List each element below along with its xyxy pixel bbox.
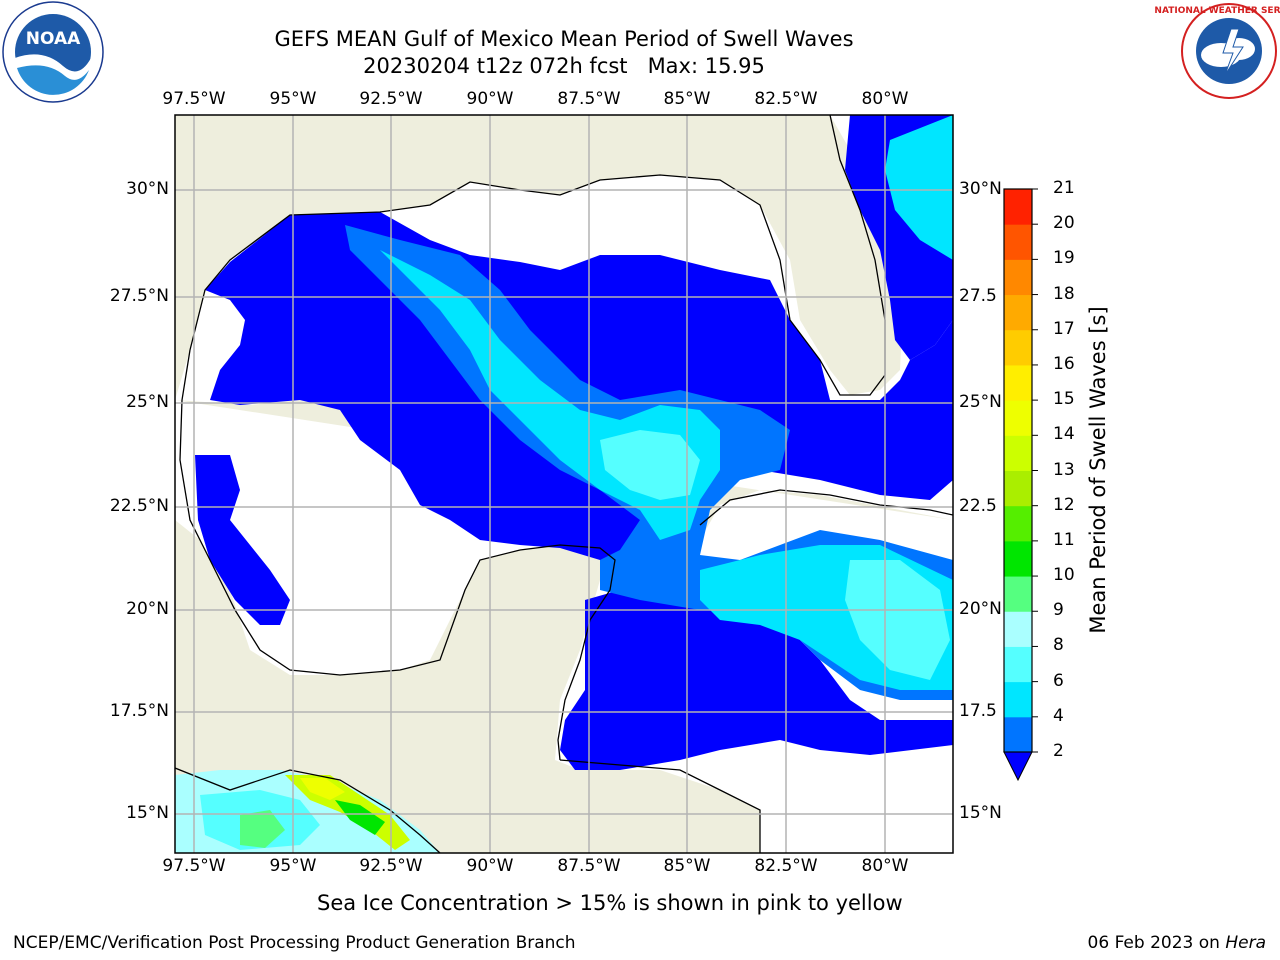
- sea-ice-note: Sea Ice Concentration > 15% is shown in …: [317, 891, 903, 915]
- swell-6-8s-atlantic: [885, 115, 953, 260]
- lon-tick-label: 82.5°W: [754, 89, 818, 109]
- lat-tick-label: 27.5: [959, 286, 997, 306]
- swell-8-9s: [600, 430, 700, 500]
- colorbar-tick-label: 15: [1053, 389, 1075, 410]
- lon-tick-label: 92.5°W: [359, 856, 423, 876]
- lat-tick-label: 17.5°N: [109, 701, 169, 721]
- lon-tick-label: 87.5°W: [557, 856, 621, 876]
- colorbar-tick-label: 21: [1053, 178, 1075, 198]
- lat-tick-label: 25°N: [959, 392, 1002, 412]
- pacific-swell-green-core: [335, 800, 385, 835]
- colorbar-tick-label: 16: [1053, 353, 1075, 374]
- swell-2-4s-south: [560, 590, 953, 770]
- credit-text: NCEP/EMC/Verification Post Processing Pr…: [13, 933, 576, 953]
- lon-tick-label: 95°W: [269, 89, 317, 109]
- pacific-swell-green: [240, 810, 285, 848]
- lon-tick-label: 85°W: [663, 856, 711, 876]
- colorbar-tick-label: 4: [1053, 705, 1064, 726]
- colorbar-label: Mean Period of Swell Waves [s]: [1086, 306, 1110, 634]
- lat-tick-label: 22.5: [959, 496, 997, 516]
- colorbar-tick-label: 14: [1053, 424, 1075, 445]
- lat-tick-label: 22.5°N: [109, 496, 169, 516]
- lat-tick-label: 15°N: [126, 803, 169, 823]
- lon-tick-label: 92.5°W: [359, 89, 423, 109]
- colorbar-tick-label: 17: [1053, 318, 1075, 339]
- lat-tick-label: 30°N: [959, 179, 1002, 199]
- coastline-gulf-north: [189, 115, 886, 396]
- colorbar-tick-label: 2: [1053, 741, 1064, 761]
- lon-tick-label: 97.5°W: [162, 856, 226, 876]
- colorbar-tick-label: 18: [1053, 283, 1075, 304]
- lat-tick-label: 20°N: [126, 599, 169, 619]
- title-line1: GEFS MEAN Gulf of Mexico Mean Period of …: [274, 27, 854, 51]
- lon-tick-label: 82.5°W: [754, 856, 818, 876]
- colorbar-tick-label: 6: [1053, 670, 1064, 691]
- lon-tick-label: 97.5°W: [162, 89, 226, 109]
- lat-tick-label: 30°N: [126, 179, 169, 199]
- lon-tick-label: 85°W: [663, 89, 711, 109]
- lon-tick-label: 90°W: [466, 89, 514, 109]
- lat-tick-label: 15°N: [959, 803, 1002, 823]
- colorbar-tick-label: 19: [1053, 248, 1075, 269]
- lon-tick-label: 90°W: [466, 856, 514, 876]
- lon-tick-label: 80°W: [861, 856, 909, 876]
- lat-tick-label: 17.5: [959, 701, 997, 721]
- colorbar-tick-label: 8: [1053, 635, 1064, 656]
- date-text: 06 Feb 2023 on Hera: [1088, 933, 1266, 953]
- host-label: Hera: [1225, 933, 1266, 953]
- lon-tick-label: 87.5°W: [557, 89, 621, 109]
- colorbar-tick-label: 13: [1053, 459, 1075, 480]
- colorbar-tick-label: 9: [1053, 600, 1064, 621]
- coastline-cuba: [699, 489, 953, 526]
- lon-tick-label: 80°W: [861, 89, 909, 109]
- map-frame: [174, 114, 954, 854]
- lat-tick-label: 27.5°N: [109, 286, 169, 306]
- colorbar-tick-label: 20: [1053, 213, 1075, 234]
- date-label: 06 Feb 2023 on: [1087, 933, 1226, 953]
- title-line2: 20230204 t12z 072h fcst Max: 15.95: [363, 54, 765, 78]
- coastline-mexico: [179, 349, 616, 761]
- colorbar-tick-label: 10: [1053, 565, 1075, 586]
- swell-2-4s-west: [195, 455, 290, 625]
- pacific-swell-yellow-core: [300, 778, 345, 800]
- lat-tick-label: 25°N: [126, 392, 169, 412]
- graticule: [175, 115, 953, 853]
- colorbar-tick-label: 11: [1053, 529, 1075, 550]
- lon-tick-label: 95°W: [269, 856, 317, 876]
- colorbar-tick-label: 12: [1053, 494, 1075, 515]
- swell-8-9s-south: [845, 560, 950, 680]
- coastline-central-america: [175, 759, 761, 853]
- lat-tick-label: 20°N: [959, 599, 1002, 619]
